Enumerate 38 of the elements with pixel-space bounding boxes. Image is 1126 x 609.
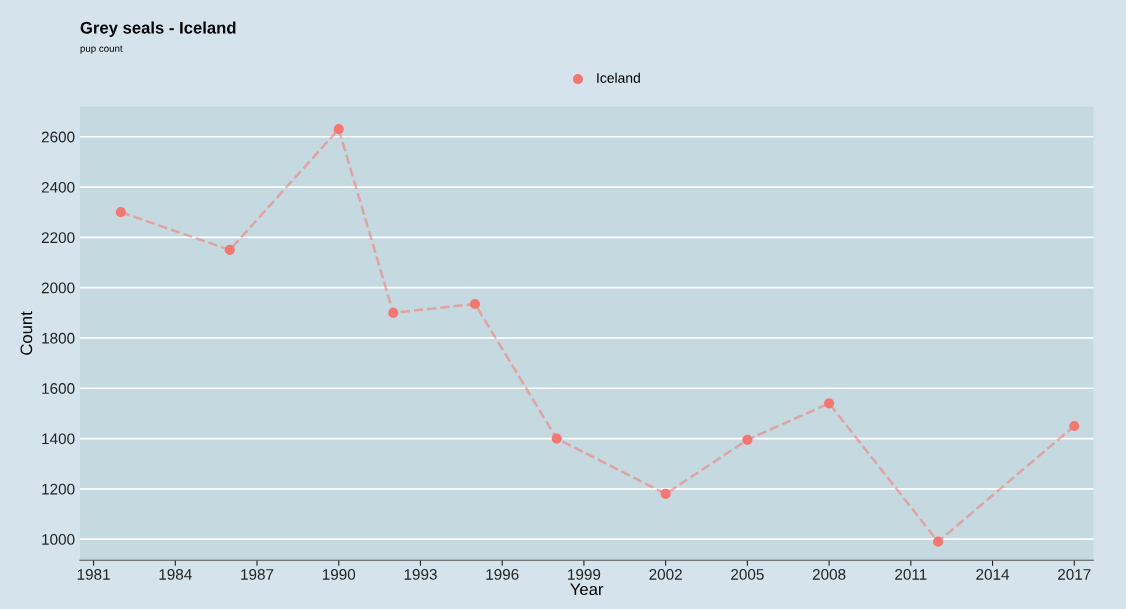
y-tick-label: 1800 xyxy=(42,332,75,344)
x-tick-label: 2005 xyxy=(731,569,764,580)
chart-subtitle: pup count xyxy=(80,45,123,54)
x-tick-label: 1999 xyxy=(568,569,601,580)
point xyxy=(469,298,481,310)
y-axis-title: Count xyxy=(20,311,33,355)
legend-label: Iceland xyxy=(597,72,640,83)
chart-title: Grey seals - Iceland xyxy=(80,21,236,37)
x-tick-label: 1990 xyxy=(322,569,356,580)
point xyxy=(115,207,126,218)
x-tick-label: 1987 xyxy=(241,569,274,580)
x-tick-label: 2011 xyxy=(895,569,927,580)
y-tick-label: 1200 xyxy=(42,483,75,495)
x-tick-label: 1996 xyxy=(486,569,519,580)
x-tick-label: 1981 xyxy=(77,569,110,580)
y-tick-label: 1600 xyxy=(42,383,75,394)
point xyxy=(932,536,944,547)
point xyxy=(551,433,562,444)
y-tick-label: 1400 xyxy=(42,433,75,445)
y-tick-label: 2200 xyxy=(41,232,75,244)
x-tick-label: 1984 xyxy=(159,569,192,580)
y-tick-label: 2000 xyxy=(41,282,75,294)
x-tick-label: 2017 xyxy=(1058,569,1091,580)
x-tick-label: 2002 xyxy=(649,569,682,580)
x-axis-title: Year xyxy=(570,583,604,596)
point xyxy=(388,307,399,318)
y-tick-label: 2600 xyxy=(41,131,75,143)
y-tick-label: 2400 xyxy=(41,181,75,193)
point xyxy=(1069,420,1080,432)
x-tick-label: 2014 xyxy=(976,569,1010,580)
point xyxy=(824,398,835,409)
x-tick-label: 1993 xyxy=(404,569,437,580)
y-tick-label: 1000 xyxy=(42,534,75,545)
x-tick-label: 2008 xyxy=(812,569,846,580)
point xyxy=(333,124,344,135)
point xyxy=(660,488,671,499)
point xyxy=(224,244,235,256)
point xyxy=(742,434,753,445)
